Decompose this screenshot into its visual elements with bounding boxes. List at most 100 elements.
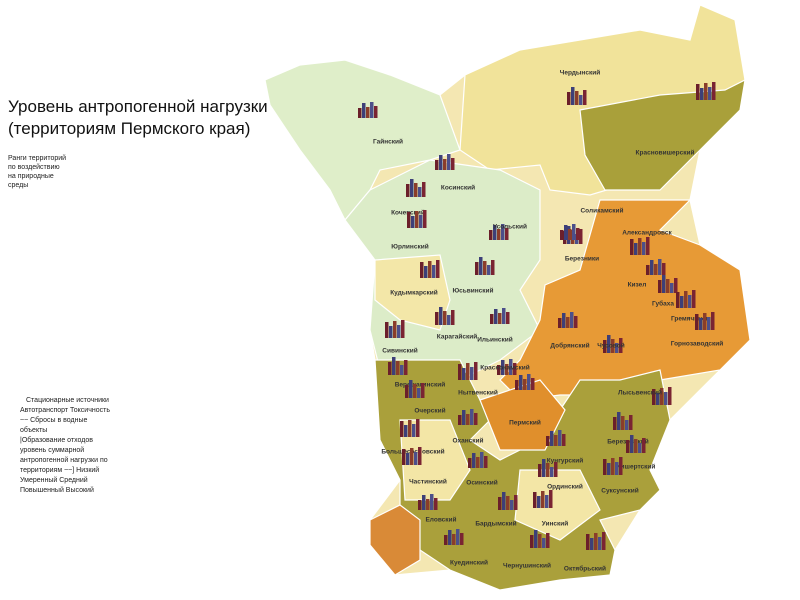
- icon-bar: [404, 425, 408, 437]
- district-label: Чердынский: [560, 69, 600, 77]
- icon-bar: [416, 419, 420, 437]
- icon-bar: [466, 363, 470, 380]
- icon-bar: [680, 296, 684, 308]
- district-label: Оханский: [452, 437, 483, 445]
- icon-bar: [549, 490, 553, 508]
- icon-bar: [506, 496, 510, 510]
- district-label: Березники: [565, 256, 599, 263]
- icon-bar: [530, 535, 534, 548]
- icon-bar: [567, 92, 571, 105]
- icon-bar: [460, 533, 464, 545]
- bar-icon: [405, 380, 425, 398]
- icon-bar: [439, 307, 443, 325]
- bar-icon: [489, 224, 509, 240]
- icon-bar: [426, 499, 430, 510]
- icon-bar: [523, 379, 527, 390]
- district-label: Лысьвенский: [618, 389, 662, 397]
- region-yellow-south: [399, 419, 471, 501]
- district-label: Юсьвинский: [452, 287, 493, 295]
- icon-bar: [513, 363, 517, 375]
- icon-bar: [568, 229, 572, 240]
- icon-bar: [658, 280, 662, 293]
- district-label: Чернушинский: [503, 562, 551, 570]
- icon-bar: [634, 439, 638, 453]
- icon-bar: [656, 393, 660, 405]
- icon-bar: [400, 421, 404, 437]
- icon-bar: [602, 532, 606, 550]
- bar-icon: [658, 275, 678, 293]
- icon-bar: [414, 452, 418, 465]
- icon-bar: [422, 182, 426, 197]
- icon-bar: [676, 292, 680, 308]
- icon-bar: [408, 420, 412, 437]
- icon-bar: [397, 325, 401, 338]
- icon-bar: [505, 228, 509, 240]
- icon-bar: [410, 179, 414, 197]
- icon-bar: [534, 530, 538, 548]
- icon-bar: [483, 261, 487, 275]
- icon-bar: [546, 463, 550, 477]
- icon-bar: [422, 495, 426, 510]
- icon-bar: [662, 263, 666, 275]
- bar-icon: [695, 312, 715, 330]
- icon-bar: [475, 262, 479, 275]
- icon-bar: [712, 82, 716, 100]
- icon-bar: [619, 338, 623, 353]
- icon-bar: [571, 87, 575, 105]
- icon-bar: [451, 158, 455, 170]
- icon-bar: [401, 320, 405, 338]
- bar-icon: [435, 154, 455, 170]
- district-label: Кишертский: [617, 463, 656, 471]
- icon-bar: [621, 416, 625, 430]
- district-label: Еловский: [425, 516, 456, 524]
- icon-bar: [638, 238, 642, 255]
- legend-sources-text: объекты: [20, 426, 47, 434]
- district-label: Куединский: [450, 559, 488, 567]
- bar-icon: [420, 260, 440, 278]
- district-label: Гайнский: [373, 138, 403, 146]
- icon-bar: [598, 537, 602, 550]
- district-label: Уинский: [542, 520, 569, 528]
- icon-bar: [439, 155, 443, 170]
- icon-bar: [443, 311, 447, 325]
- bar-icon: [652, 387, 672, 405]
- legend-ranks-text: Ранги территорий: [8, 154, 66, 162]
- icon-bar: [476, 457, 480, 468]
- icon-bar: [430, 494, 434, 510]
- icon-bar: [550, 431, 554, 446]
- district-label: Губаха: [652, 300, 674, 308]
- legend-ranks-text: среды: [8, 182, 28, 189]
- bar-icon: [468, 452, 488, 468]
- icon-bar: [415, 211, 419, 228]
- district-label: Краснокамский: [480, 364, 530, 372]
- icon-bar: [634, 243, 638, 255]
- icon-bar: [474, 362, 478, 380]
- district-label: Горнозаводский: [671, 340, 724, 348]
- icon-bar: [406, 184, 410, 197]
- icon-bar: [579, 95, 583, 105]
- icon-bar: [510, 500, 514, 510]
- district-label: Ординский: [547, 483, 583, 491]
- icon-bar: [404, 360, 408, 375]
- icon-bar: [670, 283, 674, 293]
- region-olive-northeast: [579, 78, 746, 191]
- icon-bar: [575, 91, 579, 105]
- icon-bar: [617, 412, 621, 430]
- icon-bar: [574, 316, 578, 328]
- icon-bar: [444, 535, 448, 545]
- icon-bar: [613, 417, 617, 430]
- icon-bar: [554, 435, 558, 446]
- icon-bar: [666, 279, 670, 293]
- district-label: Осинский: [466, 479, 497, 487]
- icon-bar: [576, 228, 580, 240]
- icon-bar: [410, 448, 414, 465]
- icon-bar: [414, 183, 418, 197]
- icon-bar: [428, 261, 432, 278]
- icon-bar: [688, 295, 692, 308]
- icon-bar: [662, 275, 666, 293]
- icon-bar: [462, 410, 466, 425]
- icon-bar: [626, 440, 630, 453]
- icon-bar: [542, 459, 546, 477]
- icon-bar: [458, 364, 462, 380]
- icon-bar: [708, 87, 712, 100]
